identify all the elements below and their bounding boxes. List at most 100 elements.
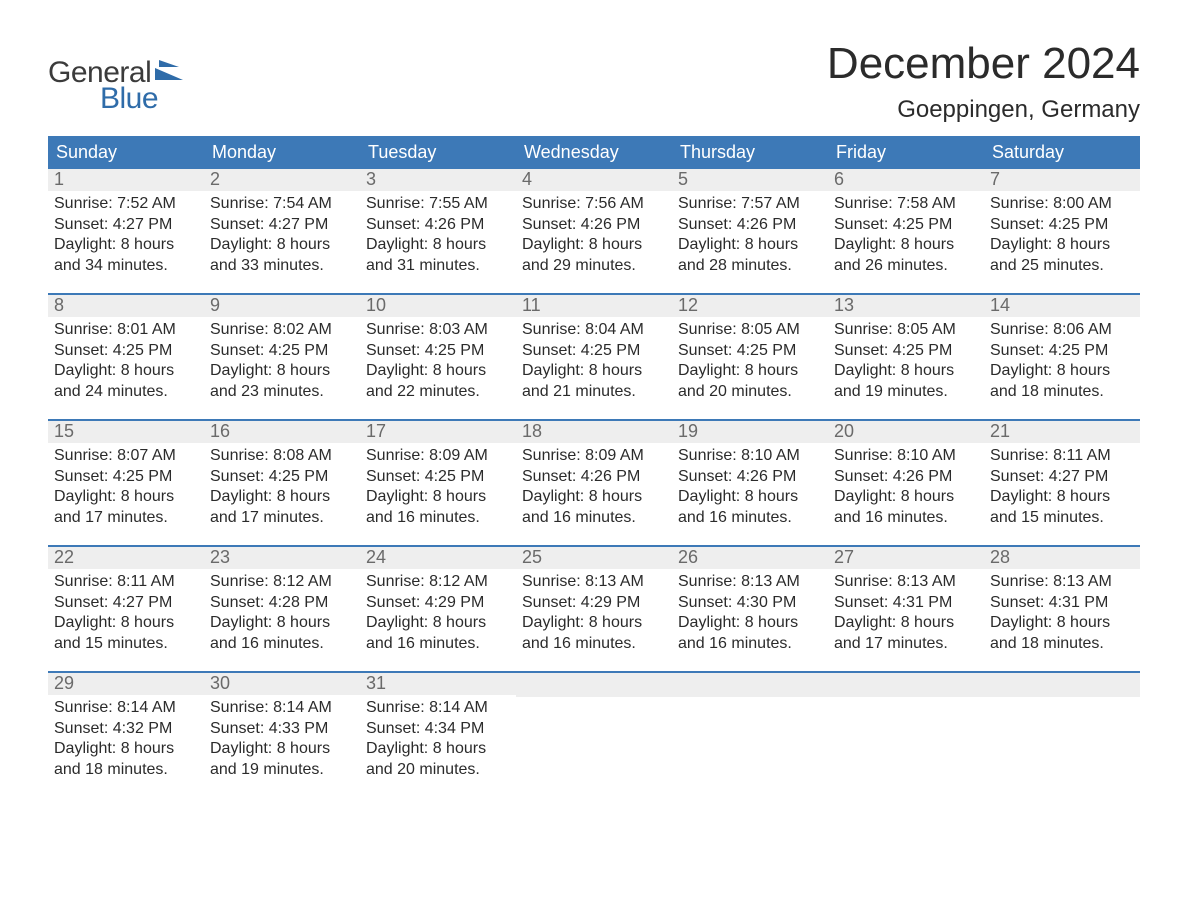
- day-sunset-text: Sunset: 4:26 PM: [522, 467, 666, 487]
- day-sunset-text: Sunset: 4:25 PM: [990, 215, 1134, 235]
- day-sunrise-text: Sunrise: 7:52 AM: [54, 194, 198, 214]
- day-sunset-text: Sunset: 4:30 PM: [678, 593, 822, 613]
- day-sunrise-text: Sunrise: 8:02 AM: [210, 320, 354, 340]
- day-day2-text: and 16 minutes.: [678, 508, 822, 528]
- day-sunrise-text: Sunrise: 8:12 AM: [366, 572, 510, 592]
- day-day1-text: Daylight: 8 hours: [54, 361, 198, 381]
- day-sunset-text: Sunset: 4:31 PM: [990, 593, 1134, 613]
- day-sunset-text: Sunset: 4:26 PM: [678, 215, 822, 235]
- day-day2-text: and 18 minutes.: [990, 382, 1134, 402]
- day-sunrise-text: Sunrise: 8:10 AM: [678, 446, 822, 466]
- day-day1-text: Daylight: 8 hours: [366, 613, 510, 633]
- day-cell: 3Sunrise: 7:55 AMSunset: 4:26 PMDaylight…: [360, 169, 516, 293]
- day-day1-text: Daylight: 8 hours: [678, 487, 822, 507]
- day-sunrise-text: Sunrise: 8:11 AM: [54, 572, 198, 592]
- page-title: December 2024: [827, 40, 1140, 88]
- day-day2-text: and 15 minutes.: [54, 634, 198, 654]
- day-day2-text: and 16 minutes.: [678, 634, 822, 654]
- day-sunrise-text: Sunrise: 8:05 AM: [834, 320, 978, 340]
- day-number-bar: 5: [672, 169, 828, 191]
- day-number-bar: 18: [516, 421, 672, 443]
- day-day2-text: and 19 minutes.: [210, 760, 354, 780]
- day-sunset-text: Sunset: 4:25 PM: [210, 341, 354, 361]
- day-cell: 18Sunrise: 8:09 AMSunset: 4:26 PMDayligh…: [516, 421, 672, 545]
- day-sunrise-text: Sunrise: 8:13 AM: [678, 572, 822, 592]
- day-body: Sunrise: 7:57 AMSunset: 4:26 PMDaylight:…: [672, 191, 828, 290]
- day-day2-text: and 21 minutes.: [522, 382, 666, 402]
- empty-day-num-bar: [984, 673, 1140, 697]
- day-number-bar: 14: [984, 295, 1140, 317]
- day-number-bar: 16: [204, 421, 360, 443]
- day-cell: 13Sunrise: 8:05 AMSunset: 4:25 PMDayligh…: [828, 295, 984, 419]
- day-day2-text: and 29 minutes.: [522, 256, 666, 276]
- weekday-header: Monday: [204, 136, 360, 169]
- calendar-week-row: 15Sunrise: 8:07 AMSunset: 4:25 PMDayligh…: [48, 419, 1140, 545]
- day-number: 11: [522, 295, 541, 315]
- day-day1-text: Daylight: 8 hours: [990, 235, 1134, 255]
- day-body: Sunrise: 8:11 AMSunset: 4:27 PMDaylight:…: [48, 569, 204, 668]
- day-day1-text: Daylight: 8 hours: [366, 487, 510, 507]
- title-block: December 2024 Goeppingen, Germany: [827, 40, 1140, 124]
- day-day2-text: and 28 minutes.: [678, 256, 822, 276]
- day-number: 6: [834, 169, 844, 189]
- day-sunset-text: Sunset: 4:26 PM: [522, 215, 666, 235]
- page-header: General Blue December 2024 Goeppingen, G…: [48, 40, 1140, 124]
- day-cell: 24Sunrise: 8:12 AMSunset: 4:29 PMDayligh…: [360, 547, 516, 671]
- day-number-bar: 22: [48, 547, 204, 569]
- day-sunset-text: Sunset: 4:26 PM: [678, 467, 822, 487]
- day-day1-text: Daylight: 8 hours: [834, 235, 978, 255]
- day-day2-text: and 26 minutes.: [834, 256, 978, 276]
- calendar-week-row: 1Sunrise: 7:52 AMSunset: 4:27 PMDaylight…: [48, 169, 1140, 293]
- day-day1-text: Daylight: 8 hours: [210, 739, 354, 759]
- day-number: 5: [678, 169, 688, 189]
- day-body: Sunrise: 8:10 AMSunset: 4:26 PMDaylight:…: [828, 443, 984, 542]
- day-sunrise-text: Sunrise: 7:58 AM: [834, 194, 978, 214]
- day-sunrise-text: Sunrise: 8:07 AM: [54, 446, 198, 466]
- day-sunrise-text: Sunrise: 8:04 AM: [522, 320, 666, 340]
- day-day2-text: and 20 minutes.: [678, 382, 822, 402]
- day-number-bar: 28: [984, 547, 1140, 569]
- day-day2-text: and 17 minutes.: [54, 508, 198, 528]
- day-body: Sunrise: 7:54 AMSunset: 4:27 PMDaylight:…: [204, 191, 360, 290]
- day-number: 22: [54, 547, 74, 567]
- day-body: Sunrise: 7:58 AMSunset: 4:25 PMDaylight:…: [828, 191, 984, 290]
- day-cell: 30Sunrise: 8:14 AMSunset: 4:33 PMDayligh…: [204, 673, 360, 797]
- weekday-header: Tuesday: [360, 136, 516, 169]
- day-sunset-text: Sunset: 4:29 PM: [522, 593, 666, 613]
- day-body: Sunrise: 8:14 AMSunset: 4:33 PMDaylight:…: [204, 695, 360, 794]
- day-sunrise-text: Sunrise: 8:09 AM: [366, 446, 510, 466]
- weekday-header: Wednesday: [516, 136, 672, 169]
- calendar-page: General Blue December 2024 Goeppingen, G…: [0, 0, 1188, 837]
- day-day2-text: and 16 minutes.: [834, 508, 978, 528]
- day-number: 4: [522, 169, 532, 189]
- day-day1-text: Daylight: 8 hours: [210, 361, 354, 381]
- day-day1-text: Daylight: 8 hours: [678, 235, 822, 255]
- day-cell: 20Sunrise: 8:10 AMSunset: 4:26 PMDayligh…: [828, 421, 984, 545]
- day-body: Sunrise: 8:13 AMSunset: 4:30 PMDaylight:…: [672, 569, 828, 668]
- day-sunrise-text: Sunrise: 8:10 AM: [834, 446, 978, 466]
- empty-day-cell: [516, 673, 672, 797]
- day-sunrise-text: Sunrise: 8:09 AM: [522, 446, 666, 466]
- day-day1-text: Daylight: 8 hours: [366, 739, 510, 759]
- day-cell: 17Sunrise: 8:09 AMSunset: 4:25 PMDayligh…: [360, 421, 516, 545]
- day-body: Sunrise: 8:12 AMSunset: 4:29 PMDaylight:…: [360, 569, 516, 668]
- day-number-bar: 11: [516, 295, 672, 317]
- day-day2-text: and 17 minutes.: [834, 634, 978, 654]
- day-number: 12: [678, 295, 698, 315]
- day-number-bar: 1: [48, 169, 204, 191]
- day-day2-text: and 33 minutes.: [210, 256, 354, 276]
- day-sunset-text: Sunset: 4:25 PM: [210, 467, 354, 487]
- day-day2-text: and 15 minutes.: [990, 508, 1134, 528]
- day-sunset-text: Sunset: 4:33 PM: [210, 719, 354, 739]
- day-number: 27: [834, 547, 854, 567]
- day-number: 17: [366, 421, 386, 441]
- day-body: Sunrise: 8:13 AMSunset: 4:31 PMDaylight:…: [828, 569, 984, 668]
- day-day1-text: Daylight: 8 hours: [54, 487, 198, 507]
- day-number: 19: [678, 421, 698, 441]
- day-body: Sunrise: 8:06 AMSunset: 4:25 PMDaylight:…: [984, 317, 1140, 416]
- day-day2-text: and 24 minutes.: [54, 382, 198, 402]
- day-sunrise-text: Sunrise: 8:01 AM: [54, 320, 198, 340]
- day-sunset-text: Sunset: 4:25 PM: [678, 341, 822, 361]
- day-sunrise-text: Sunrise: 8:03 AM: [366, 320, 510, 340]
- brand-blue-triangle-icon: [155, 60, 185, 84]
